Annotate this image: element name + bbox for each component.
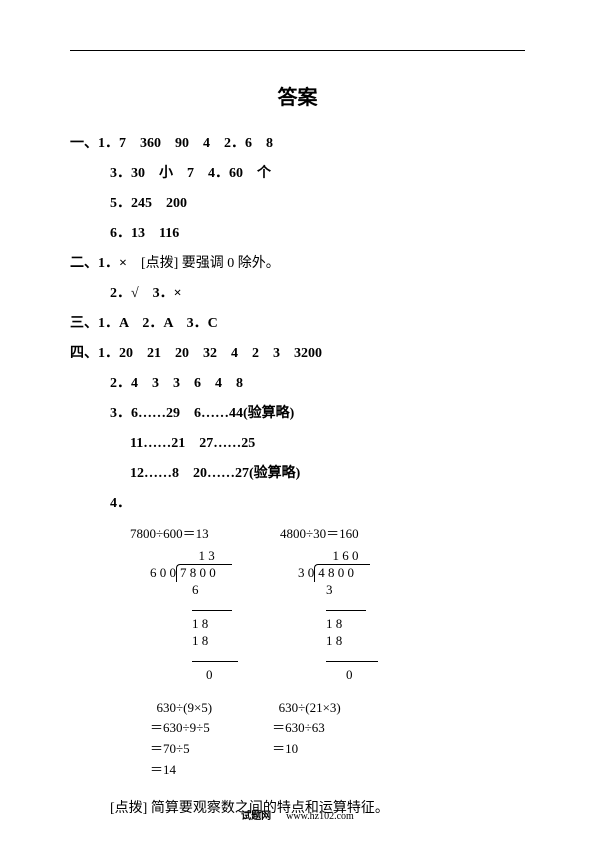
ld1-divisor-row: 6 0 07 8 0 0 — [150, 564, 238, 582]
ld2-rule1 — [326, 610, 366, 611]
page-title: 答案 — [70, 81, 525, 110]
calcA-l3: ＝70÷5 — [150, 739, 212, 760]
ld1-divisor: 6 0 0 — [150, 565, 176, 580]
s2-note: [点拨] 要强调 0 除外。 — [141, 256, 280, 271]
horizontal-rule — [70, 50, 525, 51]
calcA-l2: ＝630÷9÷5 — [150, 718, 212, 739]
s4-l3b: 11……21 27……25 — [70, 430, 525, 458]
calc-h2: 4800÷30＝160 — [280, 526, 359, 541]
section-3-line: 三、1．A 2．A 3．C — [70, 310, 525, 338]
section-4-label: 四、 — [70, 346, 98, 361]
page: 答案 一、1．7 360 90 4 2．6 8 3．30 小 7 4．60 个 … — [0, 0, 595, 855]
ld1-rule2 — [192, 661, 238, 662]
calc-h1: 7800÷600＝13 — [130, 524, 280, 544]
s4-l3c: 12……8 20……27(验算略) — [70, 460, 525, 488]
ld1-rule1 — [192, 610, 232, 611]
calcB-l2: ＝630÷63 — [272, 718, 341, 739]
ld1-r4: 0 — [150, 667, 238, 684]
s4-l3: 3．6……29 6……44(验算略) — [70, 400, 525, 428]
ld2-r4: 0 — [298, 667, 378, 684]
ld1-r1: 6 — [150, 582, 238, 599]
section-1-line-1: 一、1．7 360 90 4 2．6 8 — [70, 130, 525, 158]
ld2-divisor: 3 0 — [298, 565, 314, 580]
calcB-l3: ＝10 — [272, 739, 341, 760]
section-2-line-1: 二、1．× [点拨] 要强调 0 除外。 — [70, 250, 525, 278]
calcA-l1: 630÷(9×5) — [150, 698, 212, 719]
long-division-1: 1 3 6 0 07 8 0 0 6 1 8 1 8 0 — [150, 548, 238, 684]
footer-label: 试题网 — [241, 811, 271, 822]
ld2-r3: 1 8 — [298, 633, 378, 650]
ld1-dividend: 7 8 0 0 — [176, 564, 232, 582]
s4-l2: 2．4 3 3 6 4 8 — [70, 370, 525, 398]
s1-l3: 3．30 小 7 4．60 个 — [70, 160, 525, 188]
s2-l2: 2．√ 3．× — [70, 280, 525, 308]
ld2-r2: 1 8 — [298, 616, 378, 633]
s2-l1p: 1．× — [98, 256, 141, 271]
ld1-quotient: 1 3 — [150, 548, 238, 565]
footer-url: www.hz102.com — [286, 811, 354, 822]
ld2-rule2 — [326, 661, 378, 662]
section-1-label: 一、 — [70, 136, 98, 151]
ld2-divisor-row: 3 04 8 0 0 — [298, 564, 378, 582]
section-3-label: 三、 — [70, 316, 98, 331]
simplified-calc-grid: 630÷(9×5) ＝630÷9÷5 ＝70÷5 ＝14 630÷(21×3) … — [70, 698, 525, 781]
long-division-row: 1 3 6 0 07 8 0 0 6 1 8 1 8 0 1 6 0 3 04 … — [70, 548, 525, 684]
calcB-l1: 630÷(21×3) — [272, 698, 341, 719]
section-2-label: 二、 — [70, 256, 98, 271]
ld1-r2: 1 8 — [150, 616, 238, 633]
s1-l1: 1．7 360 90 4 2．6 8 — [98, 136, 273, 151]
s1-l6: 6．13 116 — [70, 220, 525, 248]
s1-l5: 5．245 200 — [70, 190, 525, 218]
calc-headers: 7800÷600＝134800÷30＝160 — [70, 524, 525, 544]
calc-col-b: 630÷(21×3) ＝630÷63 ＝10 — [272, 698, 341, 781]
s4-l4: 4． — [70, 490, 525, 518]
calcA-l4: ＝14 — [150, 760, 212, 781]
ld2-quotient: 1 6 0 — [298, 548, 378, 565]
s3-l: 1．A 2．A 3．C — [98, 316, 218, 331]
ld1-r3: 1 8 — [150, 633, 238, 650]
section-4-line-1: 四、1．20 21 20 32 4 2 3 3200 — [70, 340, 525, 368]
page-footer: 试题网 www.hz102.com — [0, 807, 595, 822]
ld2-r1: 3 — [298, 582, 378, 599]
s4-l1: 1．20 21 20 32 4 2 3 3200 — [98, 346, 322, 361]
long-division-2: 1 6 0 3 04 8 0 0 3 1 8 1 8 0 — [298, 548, 378, 684]
ld2-dividend: 4 8 0 0 — [314, 564, 370, 582]
calc-col-a: 630÷(9×5) ＝630÷9÷5 ＝70÷5 ＝14 — [150, 698, 212, 781]
